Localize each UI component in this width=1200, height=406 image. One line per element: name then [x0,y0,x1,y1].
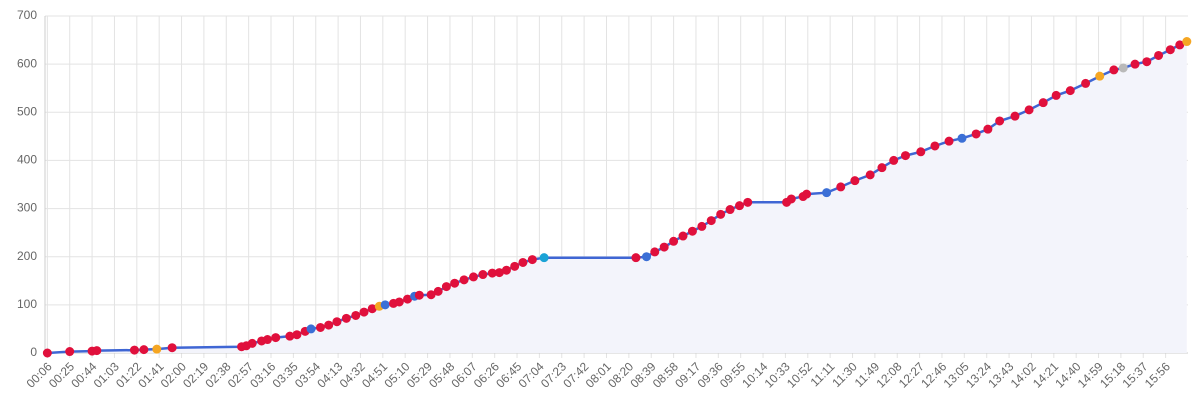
data-point [271,333,281,343]
data-point [716,209,726,219]
y-tick-label: 100 [17,297,37,311]
data-point [332,317,342,327]
data-point [441,282,451,292]
data-point [262,335,272,345]
data-point [687,226,697,236]
data-point [971,129,981,139]
data-point [468,272,478,282]
y-tick-label: 600 [17,56,37,70]
data-point [1165,45,1175,55]
data-point [983,124,993,134]
data-point [527,255,537,265]
data-point [850,176,860,186]
data-point [42,348,52,358]
data-point [380,300,390,310]
y-tick-label: 500 [17,104,37,118]
y-tick-label: 700 [17,8,37,22]
data-point [433,286,443,296]
data-point [518,257,528,267]
data-point [324,320,334,330]
data-point [1182,37,1192,47]
data-point [292,330,302,340]
data-point [1081,78,1091,88]
data-point [802,189,812,199]
data-point [1038,98,1048,108]
data-point [865,170,875,180]
data-point [678,231,688,241]
data-point [450,278,460,288]
data-point [1010,111,1020,121]
data-point [167,343,177,353]
x-tick-label: 10:52 [784,359,815,390]
data-point [836,182,846,192]
data-point [539,253,549,263]
data-point [478,270,488,280]
data-point [900,151,910,161]
data-point [1142,57,1152,67]
y-tick-label: 0 [30,345,37,359]
data-point [65,347,75,357]
area [47,41,1187,353]
data-point [1154,50,1164,60]
data-point [1065,86,1075,96]
data-point [501,265,511,275]
data-point [659,242,669,252]
data-point [822,188,832,198]
data-point [1024,105,1034,115]
data-point [152,344,162,354]
data-point [1118,63,1128,73]
data-point [725,205,735,215]
data-point [1109,65,1119,75]
data-point [92,346,102,356]
data-point [944,136,954,146]
data-point [247,338,257,348]
data-point [129,345,139,355]
data-point [459,275,469,285]
data-point [306,324,316,334]
data-point [889,155,899,165]
y-tick-label: 200 [17,249,37,263]
data-point [359,307,369,317]
data-point [916,147,926,157]
data-point [394,297,404,307]
y-tick-label: 300 [17,201,37,215]
data-point [510,261,520,271]
data-point [697,221,707,231]
x-tick-label: 15:56 [1142,359,1173,390]
data-point [877,163,887,173]
data-point [706,216,716,226]
data-point [414,290,424,300]
data-point [957,133,967,143]
x-tick-label: 11:30 [829,359,860,390]
data-point [426,290,436,300]
data-point [669,236,679,246]
data-point [1175,40,1185,50]
data-point [995,116,1005,126]
data-point [1095,71,1105,81]
data-point [642,252,652,262]
data-point [139,345,149,355]
data-point [930,141,940,151]
data-point [1130,59,1140,69]
data-point [351,310,361,320]
data-point [631,253,641,263]
data-point [743,197,753,207]
data-point [1051,90,1061,100]
data-point [650,247,660,257]
data-point [735,201,745,211]
data-point [786,194,796,204]
data-point [341,313,351,323]
y-tick-label: 400 [17,153,37,167]
data-point [315,322,325,332]
